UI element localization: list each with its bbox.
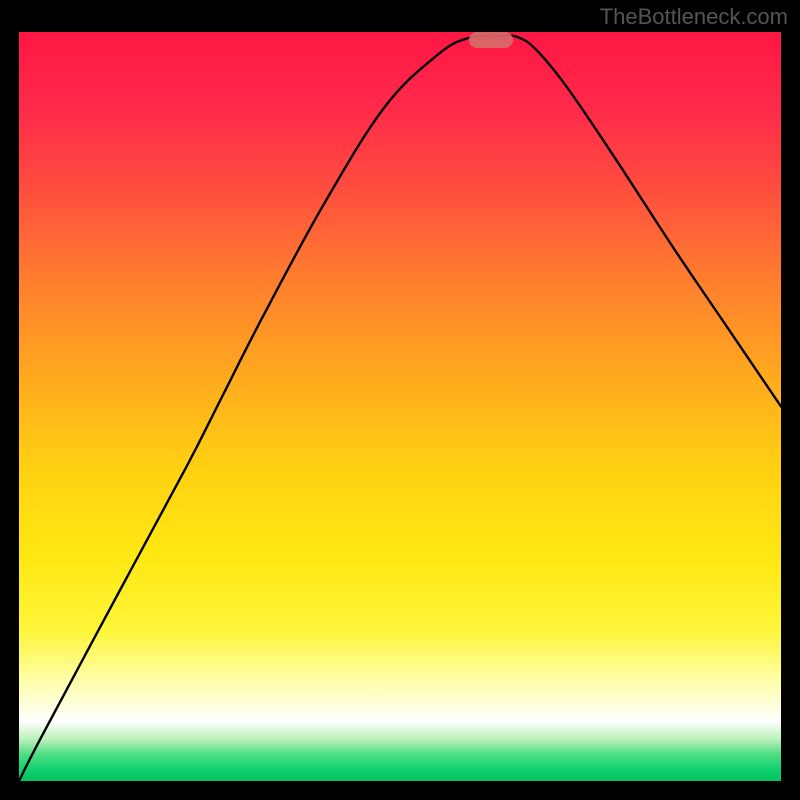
chart-curve [19,32,781,781]
optimal-marker [469,32,513,48]
chart-plot-area [19,32,781,781]
watermark-text: TheBottleneck.com [600,4,788,30]
